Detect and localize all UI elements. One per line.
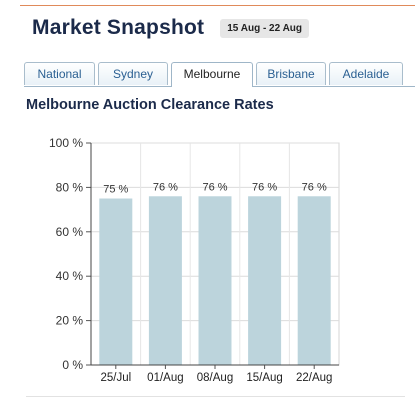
x-tick-label: 15/Aug bbox=[246, 372, 282, 384]
tab-brisbane[interactable]: Brisbane bbox=[256, 62, 326, 85]
x-tick-label: 01/Aug bbox=[147, 372, 183, 384]
bar-data-label: 76 % bbox=[252, 181, 277, 193]
city-tabs: National Sydney Melbourne Brisbane Adela… bbox=[24, 62, 415, 87]
chart-title: Melbourne Auction Clearance Rates bbox=[26, 97, 274, 113]
y-tick-label: 100 % bbox=[49, 136, 83, 150]
bar bbox=[297, 196, 331, 365]
y-tick-label: 80 % bbox=[56, 180, 84, 194]
top-divider bbox=[20, 5, 415, 6]
y-tick-label: 20 % bbox=[56, 314, 84, 328]
bar-data-label: 75 % bbox=[103, 184, 128, 196]
y-tick-label: 60 % bbox=[56, 225, 84, 239]
bar-data-label: 76 % bbox=[302, 181, 327, 193]
bar-data-label: 76 % bbox=[202, 181, 227, 193]
bar bbox=[248, 196, 282, 365]
bottom-divider bbox=[26, 396, 405, 397]
bar bbox=[99, 198, 133, 365]
x-tick-label: 25/Jul bbox=[100, 372, 131, 384]
y-tick-label: 40 % bbox=[56, 269, 84, 283]
tab-adelaide[interactable]: Adelaide bbox=[329, 62, 403, 85]
y-tick-label: 0 % bbox=[62, 358, 83, 372]
x-tick-label: 08/Aug bbox=[197, 372, 233, 384]
tab-melbourne[interactable]: Melbourne bbox=[171, 62, 253, 87]
x-tick-label: 22/Aug bbox=[296, 372, 332, 384]
tab-national[interactable]: National bbox=[24, 62, 95, 85]
bar bbox=[148, 196, 182, 365]
header: Market Snapshot 15 Aug - 22 Aug bbox=[32, 16, 310, 40]
bar-data-label: 76 % bbox=[153, 181, 178, 193]
page-title: Market Snapshot bbox=[32, 16, 205, 39]
bar bbox=[198, 196, 232, 365]
chart-svg: 0 % 20 % 40 % 60 % 80 % 100 % 75 % 25/Jul 76 % 01… bbox=[49, 136, 340, 384]
clearance-rate-chart: 0 % 20 % 40 % 60 % 80 % 100 % 75 % 25/Jul 76 % 01… bbox=[0, 120, 415, 410]
date-range-badge: 15 Aug - 22 Aug bbox=[220, 18, 310, 38]
tab-sydney[interactable]: Sydney bbox=[98, 62, 168, 85]
